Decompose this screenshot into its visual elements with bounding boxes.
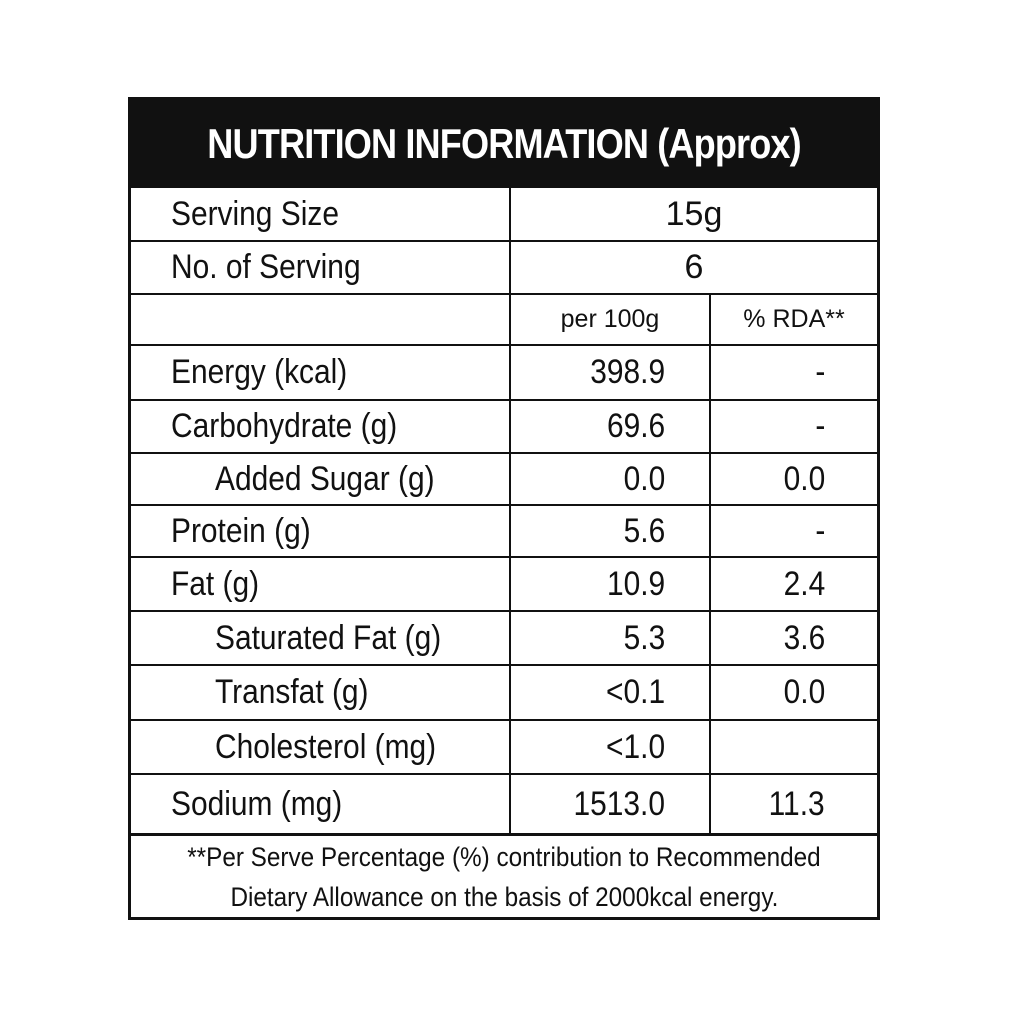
nutrient-per100: <0.1 [605, 673, 665, 711]
nutrient-per100: 5.6 [623, 511, 665, 550]
nutrient-rda: 3.6 [783, 618, 825, 657]
table-row: Sodium (mg) 1513.0 11.3 [131, 775, 877, 836]
nutrient-label: Cholesterol (mg) [215, 727, 437, 766]
serving-count-value: 6 [684, 248, 704, 286]
nutrient-per100: <1.0 [605, 727, 665, 766]
serving-size-row: Serving Size 15g [131, 188, 877, 242]
table-row: Fat (g) 10.9 2.4 [131, 558, 877, 612]
nutrient-label: Energy (kcal) [171, 353, 348, 391]
nutrition-panel: NUTRITION INFORMATION (Approx) Serving S… [128, 97, 880, 920]
nutrient-rda: - [815, 407, 825, 445]
table-row: Saturated Fat (g) 5.3 3.6 [131, 612, 877, 666]
column-header-rda: % RDA** [743, 305, 845, 333]
column-header-row: per 100g % RDA** [131, 295, 877, 346]
nutrient-rda: 0.0 [783, 459, 825, 498]
nutrient-label: Carbohydrate (g) [171, 407, 398, 445]
nutrient-per100: 69.6 [606, 407, 665, 445]
column-header-per100: per 100g [560, 305, 660, 333]
nutrient-rda: 2.4 [783, 564, 825, 603]
table-row: Added Sugar (g) 0.0 0.0 [131, 454, 877, 506]
nutrient-per100: 1513.0 [573, 784, 665, 823]
table-row: Energy (kcal) 398.9 - [131, 346, 877, 401]
nutrient-label: Transfat (g) [215, 673, 369, 711]
serving-count-label: No. of Serving [171, 248, 361, 286]
nutrient-label: Fat (g) [171, 564, 260, 603]
nutrient-per100: 0.0 [623, 459, 665, 498]
nutrient-per100: 5.3 [623, 618, 665, 657]
panel-title: NUTRITION INFORMATION (Approx) [207, 120, 801, 167]
nutrient-label: Saturated Fat (g) [215, 618, 442, 657]
nutrient-rda: - [815, 353, 825, 391]
serving-size-label: Serving Size [171, 194, 339, 233]
title-bar: NUTRITION INFORMATION (Approx) [131, 100, 877, 188]
nutrient-per100: 10.9 [606, 564, 665, 603]
table-row: Cholesterol (mg) <1.0 [131, 721, 877, 775]
footnote-line-1: **Per Serve Percentage (%) contribution … [187, 841, 821, 872]
table-row: Transfat (g) <0.1 0.0 [131, 666, 877, 721]
nutrient-per100: 398.9 [590, 353, 665, 391]
footnote-line-2: Dietary Allowance on the basis of 2000kc… [230, 881, 778, 912]
table-row: Carbohydrate (g) 69.6 - [131, 401, 877, 454]
table-row: Protein (g) 5.6 - [131, 506, 877, 558]
nutrient-rda: 11.3 [768, 784, 825, 823]
nutrient-rda: 0.0 [783, 673, 825, 711]
nutrient-label: Protein (g) [171, 511, 311, 550]
serving-size-value: 15g [665, 194, 723, 233]
serving-count-row: No. of Serving 6 [131, 242, 877, 295]
nutrient-rda: - [815, 511, 825, 550]
footnote: **Per Serve Percentage (%) contribution … [131, 836, 877, 917]
nutrient-label: Sodium (mg) [171, 784, 343, 823]
nutrient-label: Added Sugar (g) [215, 459, 435, 498]
